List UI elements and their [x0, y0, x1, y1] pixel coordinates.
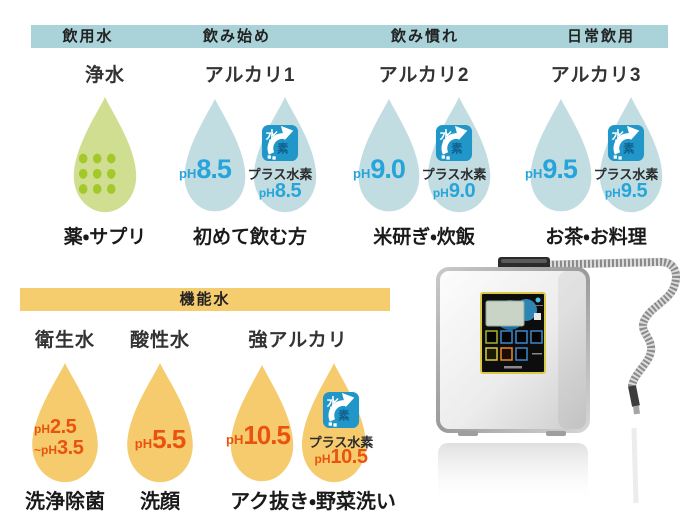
- svg-text:水: 水: [326, 395, 340, 410]
- mineral-dots: [78, 153, 116, 194]
- green-water-drop-icon: [73, 96, 137, 213]
- ph-value: pH8.5: [179, 154, 232, 184]
- usage-label: 薬・サプリ: [63, 227, 147, 248]
- orange-water-drop-icon: [32, 362, 98, 483]
- hydrogen-ph-value: pH9.5: [604, 180, 648, 202]
- svg-text:素: 素: [451, 142, 463, 156]
- orange-water-drop-icon: [127, 362, 193, 483]
- column-alkali-3: アルカリ3 pH9.5 水 素 プラス水素 pH9.5 お茶・お料理: [522, 60, 670, 266]
- usage-label: 洗顔: [140, 491, 180, 513]
- device-foot: [546, 431, 566, 436]
- column-acidic-water: 酸性水 pH5.5 洗顔: [105, 325, 215, 519]
- water-drop-shape: [529, 96, 593, 214]
- column-title: 衛生水: [34, 330, 95, 351]
- hydrogen-badge-icon: 水 素: [435, 124, 473, 162]
- svg-text:水: 水: [439, 128, 453, 143]
- hydrogen-ph-value: pH9.0: [432, 180, 476, 202]
- plus-hydrogen-label: プラス水素: [593, 167, 659, 182]
- ph-value: pH5.5: [134, 424, 187, 454]
- svg-text:水: 水: [611, 128, 625, 143]
- plus-hydrogen-label: プラス水素: [308, 435, 374, 450]
- water-drop-shape: [73, 96, 137, 213]
- column-title: アルカリ1: [204, 65, 296, 86]
- device-foot: [458, 431, 478, 436]
- hose-nozzle: [628, 385, 640, 407]
- panel-button-row-2: [485, 347, 542, 361]
- hydrogen-ph-value: pH10.5: [314, 446, 368, 468]
- column-alkali-1: アルカリ1 pH8.5 水 素 プラス水素 pH8.5 初めて飲む方: [176, 60, 324, 266]
- cycle-arrow-icon: [328, 400, 348, 422]
- functional-header-bar: 機能水: [20, 288, 390, 311]
- cycle-arrow-icon: [441, 133, 461, 155]
- water-drop-shape: [229, 362, 295, 483]
- column-title: アルカリ2: [378, 65, 470, 86]
- control-panel: [480, 292, 546, 374]
- brand-mark: [504, 366, 522, 369]
- header-drinking-water: 飲用水: [62, 28, 114, 45]
- lcd-display: [485, 300, 525, 327]
- plus-hydrogen-label: プラス水素: [247, 167, 313, 182]
- flexible-hose: [534, 257, 680, 415]
- hydrogen-ph-value: pH8.5: [258, 180, 302, 202]
- water-drop-shape: [32, 362, 98, 483]
- column-title: 酸性水: [129, 330, 190, 351]
- ph-range-value: pH2.5 ~pH3.5: [34, 416, 84, 459]
- hydrogen-badge-icon: 水 素: [261, 124, 299, 162]
- column-alkali-2: アルカリ2 pH9.0 水 素 プラス水素 pH9.0 米研ぎ・炊飯: [350, 60, 498, 266]
- drinking-header-bar: 飲用水 飲み始め 飲み慣れ 日常飲用: [31, 25, 668, 48]
- hydrogen-badge-icon: 水 素: [322, 391, 360, 429]
- column-sanitary-water: 衛生水 pH2.5 ~pH3.5 洗浄除菌: [10, 325, 120, 519]
- usage-label: 米研ぎ・炊飯: [373, 227, 475, 248]
- plus-hydrogen-label: プラス水素: [421, 167, 487, 182]
- indicator-light: [535, 297, 541, 303]
- water-drop-shape: [183, 96, 247, 214]
- svg-text:素: 素: [623, 142, 635, 156]
- water-ionizer-product-image: [420, 253, 700, 519]
- cycle-arrow-icon: [267, 133, 287, 155]
- ph-value: pH9.5: [525, 154, 578, 184]
- usage-label: 洗浄除菌: [25, 491, 105, 513]
- header-accustomed: 飲み慣れ: [390, 28, 460, 45]
- device-reflection: [438, 427, 639, 505]
- header-start-drinking: 飲み始め: [202, 28, 272, 45]
- column-title: 浄水: [84, 65, 125, 86]
- svg-text:素: 素: [338, 409, 350, 423]
- column-strong-alkali: 強アルカリ pH10.5 水 素 プラス水素 pH10.5 アク抜き・野菜洗い: [222, 325, 396, 519]
- water-drop-shape: [357, 96, 421, 214]
- header-daily-drinking: 日常飲用: [566, 28, 636, 45]
- column-title: 強アルカリ: [248, 330, 348, 351]
- column-purified-water: 浄水 薬・サプリ: [30, 60, 180, 266]
- usage-label: お茶・お料理: [545, 227, 647, 248]
- water-drop-shape: [127, 362, 193, 483]
- ph-value: pH9.0: [353, 154, 406, 184]
- usage-label: 初めて飲む方: [192, 227, 307, 248]
- water-ionizer-illustration: [436, 257, 680, 505]
- hydrogen-badge-icon: 水 素: [607, 124, 645, 162]
- panel-button: [534, 313, 541, 320]
- svg-text:素: 素: [277, 142, 289, 156]
- column-title: アルカリ3: [550, 65, 642, 86]
- header-functional-water: 機能水: [179, 291, 231, 308]
- svg-text:水: 水: [265, 128, 279, 143]
- usage-label: アク抜き・野菜洗い: [230, 491, 396, 513]
- panel-button-row-1: [485, 330, 543, 344]
- cycle-arrow-icon: [613, 133, 633, 155]
- ph-value: pH10.5: [226, 420, 291, 450]
